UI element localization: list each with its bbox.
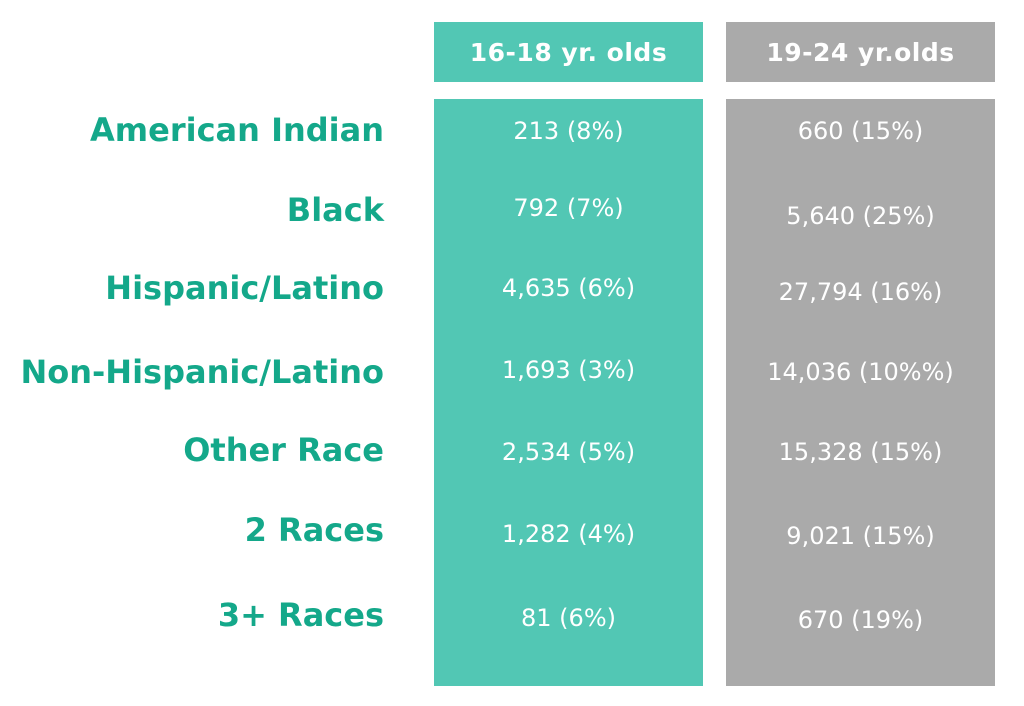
row-label-2-races: 2 Races bbox=[244, 511, 384, 549]
cell-hispanic-latino-16-18: 4,635 (6%) bbox=[501, 274, 636, 302]
cell-non-hispanic-latino-19-24: 14,036 (10%%) bbox=[767, 358, 954, 386]
column-19-24-background bbox=[726, 99, 995, 686]
cell-other-race-16-18: 2,534 (5%) bbox=[501, 438, 636, 466]
cell-black-19-24: 5,640 (25%) bbox=[786, 202, 935, 230]
cell-american-indian-16-18: 213 (8%) bbox=[513, 117, 624, 145]
cell-3-plus-races-16-18: 81 (6%) bbox=[521, 604, 616, 632]
cell-hispanic-latino-19-24: 27,794 (16%) bbox=[778, 278, 943, 306]
row-label-american-indian: American Indian bbox=[90, 111, 384, 149]
cell-3-plus-races-19-24: 670 (19%) bbox=[797, 606, 924, 634]
cell-non-hispanic-latino-16-18: 1,693 (3%) bbox=[501, 356, 636, 384]
cell-black-16-18: 792 (7%) bbox=[513, 194, 624, 222]
row-label-black: Black bbox=[286, 191, 384, 229]
column-16-18-background bbox=[434, 99, 703, 686]
row-label-3-plus-races: 3+ Races bbox=[217, 596, 384, 634]
row-label-other-race: Other Race bbox=[183, 431, 384, 469]
row-label-hispanic-latino: Hispanic/Latino bbox=[105, 269, 384, 307]
cell-2-races-19-24: 9,021 (15%) bbox=[786, 522, 935, 550]
cell-other-race-19-24: 15,328 (15%) bbox=[778, 438, 943, 466]
cell-american-indian-19-24: 660 (15%) bbox=[797, 117, 924, 145]
row-label-non-hispanic-latino: Non-Hispanic/Latino bbox=[20, 353, 384, 391]
column-header-19-24: 19-24 yr.olds bbox=[726, 22, 995, 82]
column-header-16-18: 16-18 yr. olds bbox=[434, 22, 703, 82]
cell-2-races-16-18: 1,282 (4%) bbox=[501, 520, 636, 548]
